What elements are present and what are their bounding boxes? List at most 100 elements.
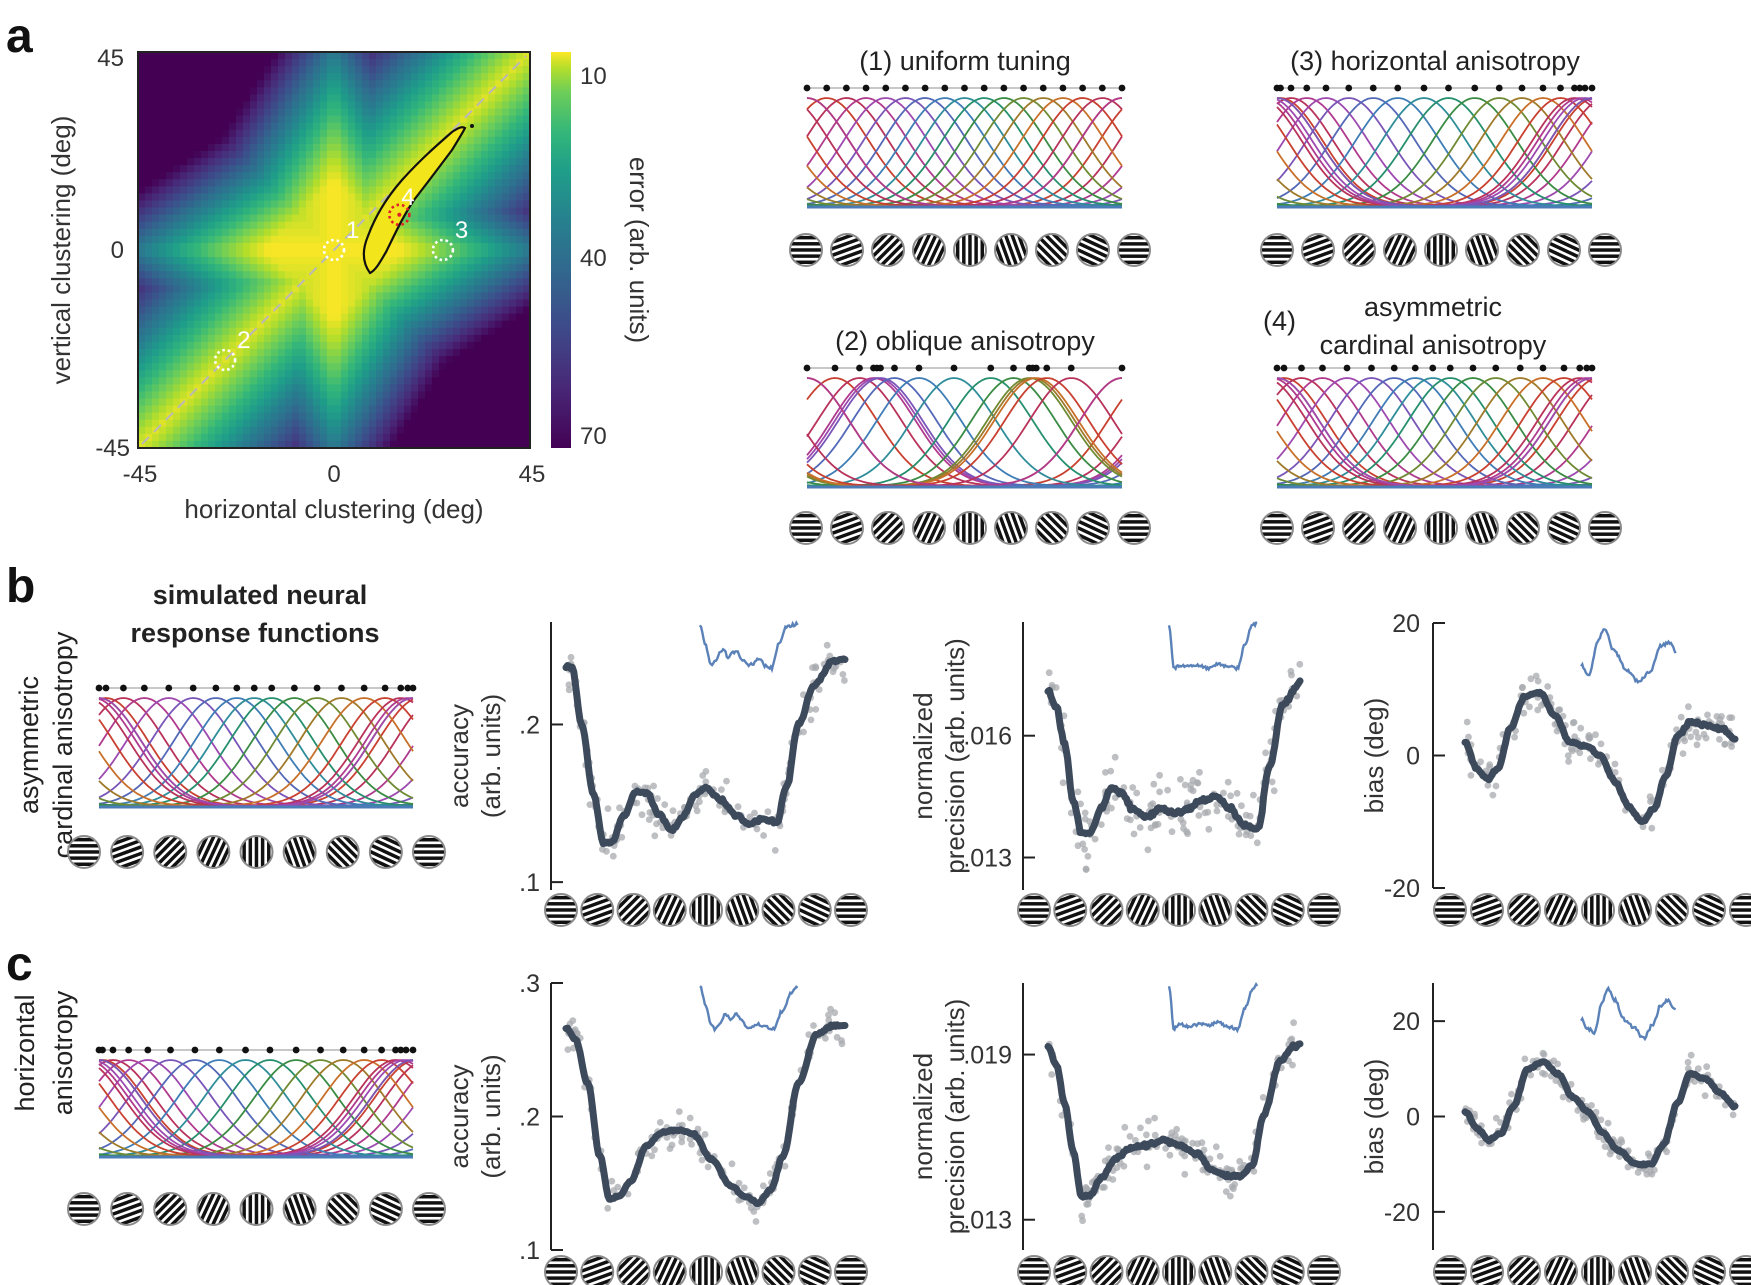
grating-stripe xyxy=(786,551,826,554)
heatmap-cell xyxy=(390,250,398,258)
heatmap-cell xyxy=(194,179,202,187)
heatmap-cell xyxy=(341,73,349,81)
heatmap-cell xyxy=(425,349,433,357)
heatmap-cell xyxy=(355,377,363,385)
heatmap-cell xyxy=(481,398,489,407)
heatmap-cell xyxy=(236,235,244,244)
heatmap-cell xyxy=(341,172,349,180)
heatmap-cell xyxy=(250,257,258,265)
grating-rim xyxy=(725,893,760,927)
heatmap-cell xyxy=(474,334,482,343)
heatmap-cell xyxy=(285,370,293,378)
heatmap-cell xyxy=(390,66,398,74)
grating-stripe xyxy=(1434,914,1466,918)
heatmap-xlabel: horizontal clustering (deg) xyxy=(184,494,483,524)
heatmap-cell xyxy=(173,356,181,364)
heatmap-cell xyxy=(425,264,433,272)
heatmap-cell xyxy=(516,292,524,301)
heatmap-cell xyxy=(250,271,258,279)
heatmap-cell xyxy=(397,398,405,407)
heatmap-cell xyxy=(390,313,398,322)
heatmap-cell xyxy=(229,129,237,138)
heatmap-cell xyxy=(152,186,160,195)
heatmap-cell xyxy=(201,285,209,294)
heatmap-cell xyxy=(376,391,384,400)
preferred-orientation-dot xyxy=(250,684,258,692)
heatmap-cell xyxy=(145,115,153,124)
heatmap-cell xyxy=(187,349,195,357)
scatter-point xyxy=(604,805,612,812)
heatmap-cell xyxy=(194,200,202,209)
heatmap-cell xyxy=(397,306,405,315)
heatmap-cell xyxy=(418,370,426,378)
heatmap-cell xyxy=(467,320,475,329)
heatmap-cell xyxy=(516,186,524,195)
grating-stripe xyxy=(1212,889,1230,928)
smoothed-line xyxy=(1461,688,1739,825)
heatmap-cell xyxy=(432,405,440,414)
heatmap-cell xyxy=(208,136,216,145)
heatmap-cell xyxy=(383,313,391,322)
grating-rim xyxy=(1234,893,1269,927)
heatmap-cell xyxy=(516,426,524,435)
grating-stripe xyxy=(1014,877,1054,880)
grating-stripe xyxy=(1177,894,1181,926)
heatmap-cell xyxy=(313,250,321,258)
heatmap-cell xyxy=(453,158,461,166)
heatmap-cell xyxy=(432,341,440,350)
heatmap-cell xyxy=(495,207,503,216)
heatmap-cell xyxy=(341,398,349,407)
heatmap-cell xyxy=(411,143,419,152)
heatmap-cell xyxy=(313,433,321,442)
heatmap-cell xyxy=(425,52,433,60)
preferred-orientation-dot xyxy=(109,1046,117,1054)
heatmap-cell xyxy=(299,341,307,350)
heatmap-cell xyxy=(306,94,314,103)
heatmap-cell xyxy=(243,214,251,223)
heatmap-cell xyxy=(432,334,440,343)
heatmap-cell xyxy=(306,363,314,371)
grating-stripe xyxy=(1585,508,1625,511)
heatmap-cell xyxy=(523,433,530,442)
heatmap-cell xyxy=(397,363,405,371)
grating-stripe xyxy=(1040,230,1072,262)
heatmap-cell xyxy=(138,66,146,74)
heatmap-cell xyxy=(229,341,237,350)
heatmap-cell xyxy=(467,242,475,251)
heatmap-cell xyxy=(502,349,510,357)
heatmap-cell xyxy=(320,398,328,407)
heatmap-cell xyxy=(523,200,530,209)
heatmap-cell xyxy=(173,377,181,385)
heatmap-cell xyxy=(313,349,321,357)
heatmap-cell xyxy=(439,221,447,230)
heatmap-cell xyxy=(299,327,307,336)
heatmap-cell xyxy=(425,179,433,187)
grating-stripe xyxy=(409,881,449,884)
heatmap-cell xyxy=(173,52,181,60)
heatmap-cell xyxy=(257,228,265,237)
grating-stripe xyxy=(1615,890,1618,930)
heatmap-cell xyxy=(257,136,265,145)
heatmap-cell xyxy=(152,80,160,88)
grating-rim xyxy=(1506,511,1540,545)
heatmap-cell xyxy=(355,299,363,308)
grating-rim xyxy=(1383,511,1417,545)
heatmap-cell xyxy=(516,320,524,329)
heatmap-cell xyxy=(516,391,524,400)
heatmap-cell xyxy=(320,66,328,74)
heatmap-cell xyxy=(355,320,363,329)
heatmap-cell xyxy=(495,292,503,301)
heatmap-cell xyxy=(418,419,426,428)
heatmap-cell xyxy=(201,66,209,74)
heatmap-cell xyxy=(348,405,356,414)
preferred-orientation-dot xyxy=(1516,364,1524,372)
heatmap-cell xyxy=(516,214,524,223)
grating-stripe xyxy=(974,234,978,266)
tuning-curve xyxy=(806,97,1123,207)
tuning-curve xyxy=(806,377,1123,487)
heatmap-cell xyxy=(299,200,307,209)
heatmap-cell xyxy=(257,94,265,103)
heatmap-cell xyxy=(145,165,153,173)
heatmap-cell xyxy=(250,193,258,202)
heatmap-cell xyxy=(215,151,223,159)
